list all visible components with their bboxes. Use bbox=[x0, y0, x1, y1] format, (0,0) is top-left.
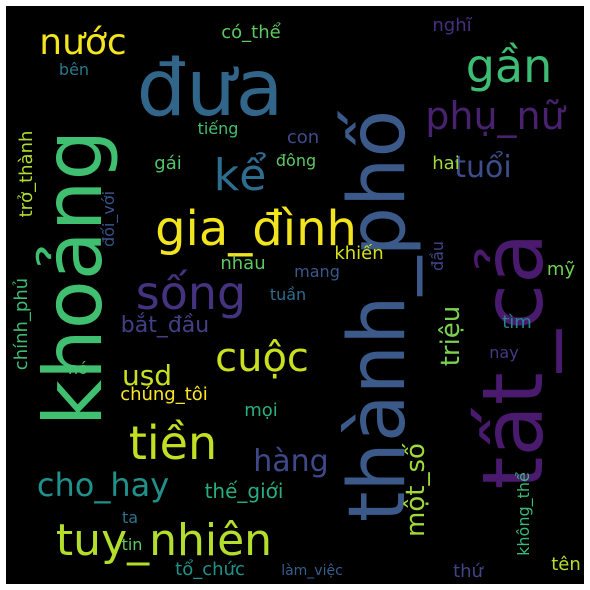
word: tuổi bbox=[454, 150, 512, 185]
word: chúng_tôi bbox=[120, 384, 208, 405]
word: hàng bbox=[253, 444, 329, 479]
word: phụ_nữ bbox=[425, 94, 565, 138]
word: tiếng bbox=[197, 119, 239, 138]
word: triệu bbox=[436, 305, 466, 367]
word: khoảng bbox=[27, 129, 120, 427]
word-cloud: thành_phố tất_cả khoảng đưa gia_đình tuy… bbox=[6, 6, 584, 584]
word: khiến bbox=[334, 243, 384, 264]
word: đối_với bbox=[99, 190, 118, 248]
word: con bbox=[286, 127, 320, 148]
word: gia_đình bbox=[155, 201, 357, 257]
word: trở_thành bbox=[16, 130, 37, 218]
word: mang bbox=[294, 262, 340, 281]
word: mỹ bbox=[546, 259, 576, 280]
word: sống bbox=[135, 266, 247, 320]
word: có_thể bbox=[221, 22, 281, 43]
word: hai bbox=[432, 153, 460, 174]
word: tin bbox=[121, 535, 143, 554]
word: tìm bbox=[502, 312, 532, 333]
word: tổ_chức bbox=[175, 559, 245, 580]
word: ta bbox=[121, 508, 139, 527]
word: bắt_đầu bbox=[120, 313, 210, 338]
word: tiền bbox=[128, 416, 218, 470]
word: nó bbox=[68, 359, 88, 378]
word: một_số bbox=[401, 443, 431, 537]
word: usd bbox=[121, 359, 173, 392]
word: tuần bbox=[269, 285, 307, 304]
word: đầu bbox=[428, 240, 447, 272]
word: nước bbox=[39, 22, 127, 63]
word: đông bbox=[275, 151, 317, 170]
word: chính_phủ bbox=[11, 277, 32, 371]
word: cho_hay bbox=[36, 466, 170, 504]
word: thế_giới bbox=[204, 479, 284, 503]
word: tuy_nhiên bbox=[55, 515, 273, 566]
word: cuộc bbox=[215, 335, 309, 381]
word: kể bbox=[213, 150, 267, 201]
word: gái bbox=[154, 153, 182, 174]
word: thứ bbox=[453, 561, 483, 582]
word: bên bbox=[58, 60, 90, 79]
word: nhau bbox=[220, 253, 266, 274]
word: nghĩ bbox=[432, 15, 472, 36]
word: đưa bbox=[136, 44, 284, 134]
word: mọi bbox=[244, 400, 278, 421]
word: nay bbox=[489, 343, 519, 362]
word: làm_việc bbox=[281, 563, 343, 579]
word: tên bbox=[551, 554, 581, 575]
word: gần bbox=[465, 39, 553, 93]
word: không_thể bbox=[514, 472, 533, 556]
